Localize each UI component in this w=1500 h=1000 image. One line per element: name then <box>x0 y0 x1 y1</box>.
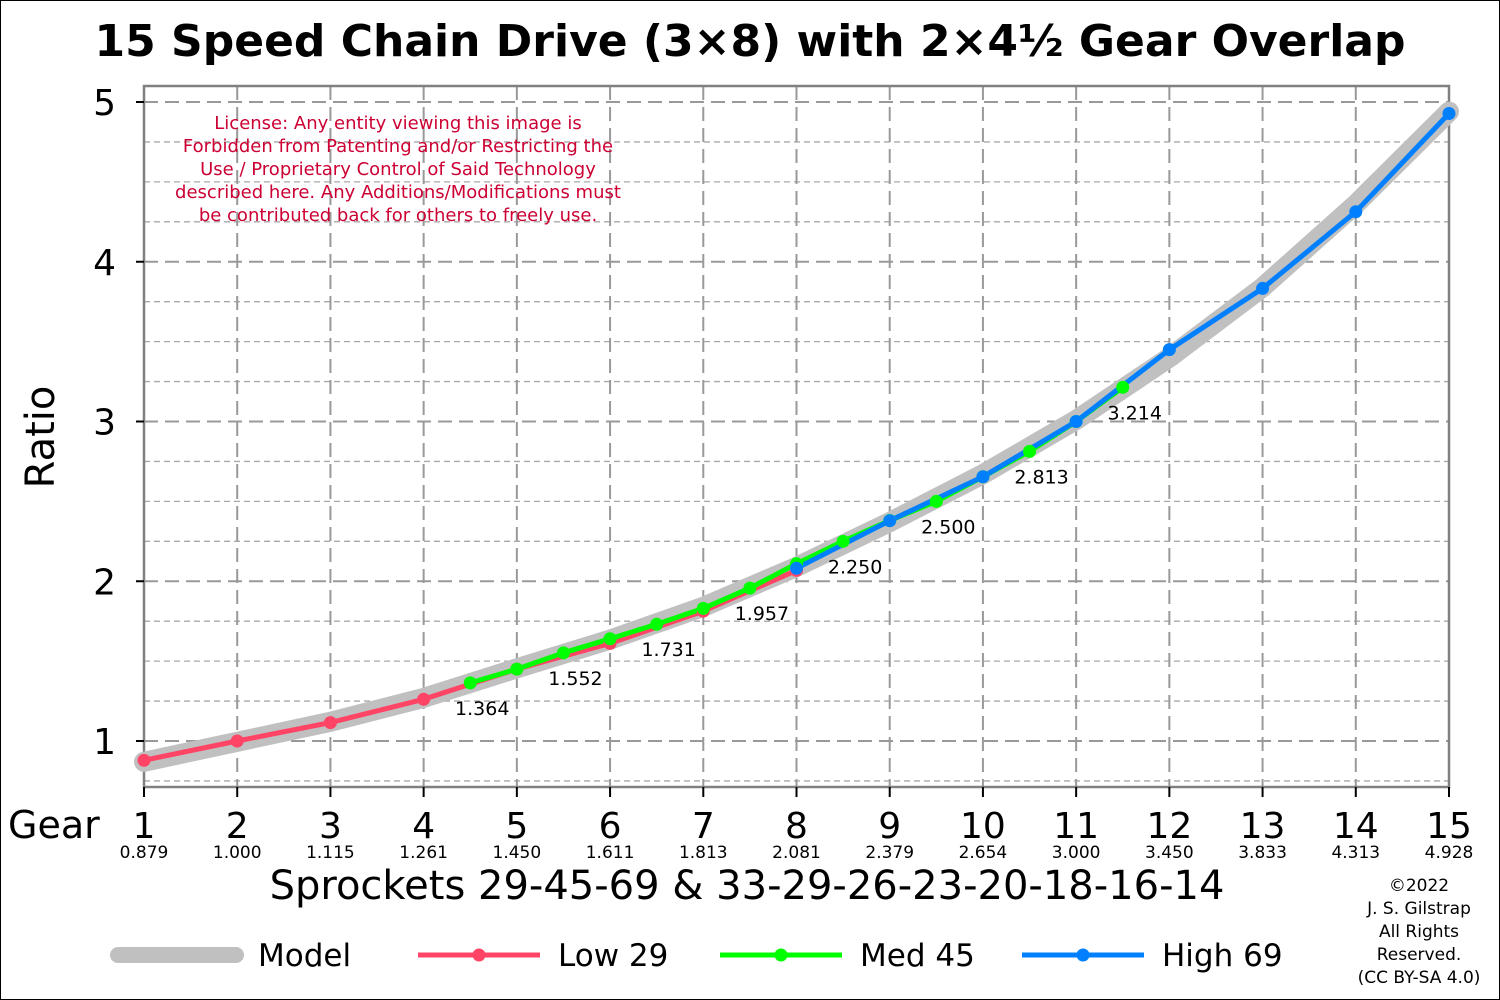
gear-ratio-label: 2.081 <box>772 843 821 863</box>
point-value-label: 1.552 <box>548 668 602 690</box>
license-line: described here. Any Additions/Modificati… <box>175 182 621 203</box>
copyright-line: All Rights <box>1379 922 1459 942</box>
gear-ratio-label: 2.654 <box>959 843 1008 863</box>
x-tick-label: 7 <box>692 806 715 847</box>
gear-ratio-label: 1.000 <box>213 843 262 863</box>
legend-marker-low-29 <box>472 948 486 962</box>
y-tick-label: 1 <box>93 722 116 763</box>
x-tick-label: 13 <box>1240 806 1286 847</box>
data-point-med-45 <box>929 494 943 508</box>
copyright-line: J. S. Gilstrap <box>1366 899 1471 919</box>
x-tick-label: 10 <box>960 806 1006 847</box>
y-tick-label: 4 <box>93 243 116 284</box>
data-point-low-29 <box>137 753 151 767</box>
data-point-high-69 <box>1256 281 1270 295</box>
data-point-high-69 <box>1442 107 1456 121</box>
x-tick-label: 4 <box>412 806 435 847</box>
data-point-low-29 <box>417 692 431 706</box>
x-prefix-label: Gear <box>8 803 100 847</box>
y-tick-label: 3 <box>93 403 116 444</box>
data-point-med-45 <box>743 581 757 595</box>
gear-ratio-label: 1.813 <box>679 843 728 863</box>
legend-label-high-69: High 69 <box>1162 938 1283 974</box>
gear-ratio-label: 0.879 <box>120 843 169 863</box>
x-tick-label: 12 <box>1146 806 1192 847</box>
gear-ratio-label: 3.000 <box>1052 843 1101 863</box>
gear-ratio-label: 4.313 <box>1331 843 1380 863</box>
data-point-high-69 <box>1069 415 1083 428</box>
x-tick-label: 1 <box>133 806 156 847</box>
copyright-line: (CC BY-SA 4.0) <box>1358 968 1481 988</box>
data-point-low-29 <box>323 716 337 730</box>
series-layer <box>134 101 1459 772</box>
y-axis-label: Ratio <box>18 386 64 489</box>
y-tick-label: 2 <box>93 562 116 603</box>
data-point-med-45 <box>696 601 710 615</box>
point-value-label: 2.250 <box>828 556 882 578</box>
license-line: License: Any entity viewing this image i… <box>214 113 581 134</box>
data-point-med-45 <box>556 646 570 660</box>
point-value-label: 2.813 <box>1014 466 1068 488</box>
legend-marker-high-69 <box>1076 948 1090 962</box>
x-tick-label: 14 <box>1333 806 1379 847</box>
x-tick-label: 5 <box>505 806 528 847</box>
point-value-label: 3.214 <box>1108 402 1162 424</box>
point-value-label: 1.364 <box>455 698 509 720</box>
data-point-med-45 <box>1116 380 1130 394</box>
copyright-line: ©2022 <box>1389 876 1449 896</box>
gear-ratio-label: 3.450 <box>1145 843 1194 863</box>
copyright-notice: ©2022 J. S. Gilstrap All Rights Reserved. (C… <box>1358 876 1481 988</box>
data-point-high-69 <box>790 561 803 575</box>
license-notice: License: Any entity viewing this image i… <box>175 113 621 226</box>
y-axis-ticks: 1 2 3 4 5 <box>93 83 144 763</box>
legend-marker-med-45 <box>774 948 788 962</box>
major-grid <box>144 86 1449 787</box>
gear-ratio-label: 1.261 <box>399 843 448 863</box>
point-value-label: 1.957 <box>735 603 789 625</box>
data-point-med-45 <box>1023 444 1037 458</box>
point-value-label: 2.500 <box>921 516 975 538</box>
point-value-label: 1.731 <box>641 639 695 661</box>
data-point-med-45 <box>650 617 664 631</box>
x-axis-ticks: 10.879 21.000 31.115 41.261 51.450 61.611 71.8… <box>120 787 1474 863</box>
point-annotations: 1.364 1.552 1.731 1.957 2.250 2.500 2.813 3.214 <box>455 402 1162 720</box>
x-tick-label: 9 <box>878 806 901 847</box>
data-point-high-69 <box>1162 343 1176 357</box>
license-line: Use / Proprietary Control of Said Techno… <box>200 159 596 180</box>
gear-ratio-label: 1.611 <box>586 843 635 863</box>
legend-label-low-29: Low 29 <box>558 938 668 974</box>
gear-ratio-label: 1.450 <box>493 843 542 863</box>
x-tick-label: 15 <box>1426 806 1472 847</box>
legend-label-med-45: Med 45 <box>860 938 975 974</box>
y-tick-label: 5 <box>93 83 116 124</box>
data-point-med-45 <box>463 676 477 690</box>
data-point-high-69 <box>883 514 897 528</box>
copyright-line: Reserved. <box>1377 945 1462 965</box>
legend: Model Low 29 Med 45 High 69 <box>110 938 1283 974</box>
data-point-med-45 <box>836 534 850 548</box>
data-point-high-69 <box>976 470 990 484</box>
x-tick-label: 2 <box>226 806 249 847</box>
data-point-high-69 <box>1349 205 1363 219</box>
data-point-med-45 <box>510 662 524 676</box>
x-tick-label: 11 <box>1053 806 1099 847</box>
license-line: Forbidden from Patenting and/or Restrict… <box>183 136 613 157</box>
gear-ratio-label: 2.379 <box>865 843 914 863</box>
data-point-med-45 <box>603 632 617 646</box>
x-axis-label: Sprockets 29-45-69 & 33-29-26-23-20-18-1… <box>270 863 1225 909</box>
license-line: be contributed back for others to freely… <box>199 205 597 226</box>
x-tick-label: 6 <box>599 806 622 847</box>
gear-ratio-label: 4.928 <box>1425 843 1474 863</box>
chart-title: 15 Speed Chain Drive (3×8) with 2×4½ Gea… <box>95 16 1406 67</box>
gear-ratio-label: 1.115 <box>306 843 355 863</box>
legend-label-model: Model <box>258 938 351 974</box>
gear-ratio-label: 3.833 <box>1238 843 1287 863</box>
x-tick-label: 8 <box>785 806 808 847</box>
x-tick-label: 3 <box>319 806 342 847</box>
data-point-low-29 <box>230 734 244 748</box>
